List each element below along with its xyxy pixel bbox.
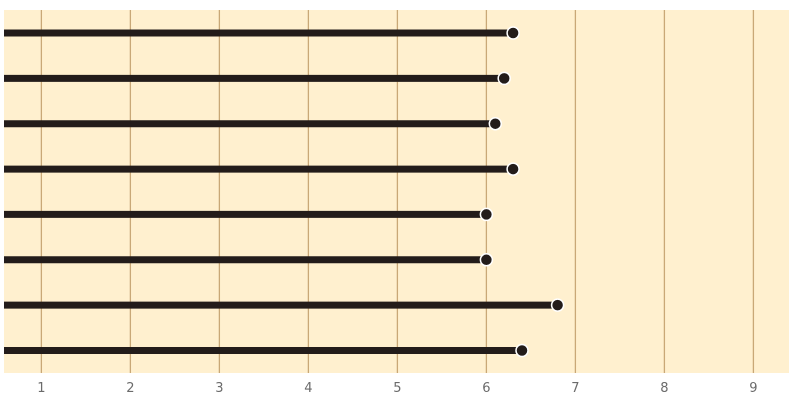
x-tick-label-5: 5 <box>393 381 401 396</box>
lollipop-dots <box>479 26 565 358</box>
x-tick-label-2: 2 <box>126 381 134 396</box>
lollipop-dot-3 <box>488 116 503 131</box>
x-tick-label-1: 1 <box>37 381 45 396</box>
lollipop-dot-1 <box>506 26 520 40</box>
x-tick-label-6: 6 <box>482 381 490 396</box>
lollipop-dot-5 <box>479 207 494 222</box>
x-axis-tick-labels: 1 2 3 4 5 6 7 8 9 <box>37 381 757 396</box>
x-tick-label-4: 4 <box>304 381 312 396</box>
lollipop-stems <box>4 29 558 354</box>
lollipop-dot-2 <box>497 71 511 86</box>
x-tick-label-7: 7 <box>571 381 579 396</box>
plot-background <box>4 10 789 373</box>
gridlines <box>40 10 755 373</box>
lollipop-dot-7 <box>550 298 565 312</box>
lollipop-dot-8 <box>515 343 529 358</box>
x-tick-label-3: 3 <box>215 381 223 396</box>
x-tick-label-8: 8 <box>660 381 668 396</box>
lollipop-dot-4 <box>506 162 520 176</box>
lollipop-dot-6 <box>479 253 494 267</box>
x-tick-label-9: 9 <box>749 381 757 396</box>
